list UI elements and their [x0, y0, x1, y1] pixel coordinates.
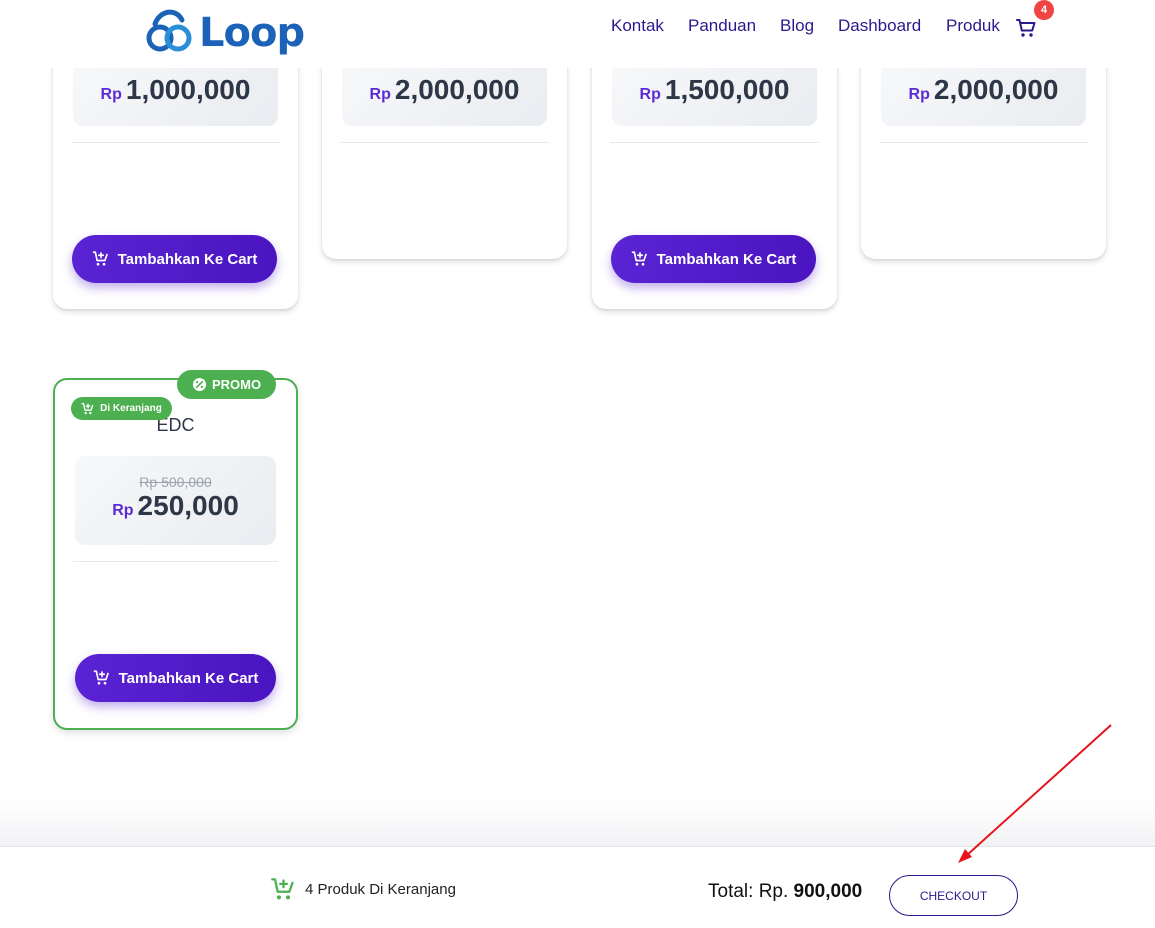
nav-panduan[interactable]: Panduan: [688, 16, 757, 35]
add-to-cart-button[interactable]: Tambahkan Ke Cart: [72, 235, 277, 283]
footer-shadow: [0, 800, 1155, 846]
price-value: 250,000: [137, 490, 239, 521]
add-to-cart-button[interactable]: Tambahkan Ke Cart: [611, 235, 816, 283]
price: Rp 250,000: [75, 490, 276, 522]
price: Rp 1,500,000: [612, 74, 817, 106]
price: Rp 1,000,000: [73, 74, 278, 106]
price: Rp 2,000,000: [342, 74, 547, 106]
currency-label: Rp: [639, 86, 661, 103]
loop-logo-mark: [146, 9, 192, 52]
product-name: EDC: [156, 415, 195, 435]
cart-summary: 4 Produk Di Keranjang: [270, 876, 456, 903]
nav-produk[interactable]: Produk: [946, 16, 1000, 35]
promo-label: PROMO: [211, 377, 262, 392]
price-value: 2,000,000: [933, 74, 1059, 105]
currency-label: Rp: [908, 86, 930, 103]
cart-footer-bar: 4 Produk Di Keranjang Total: Rp. 900,000…: [0, 846, 1155, 928]
total-value: 900,000: [793, 881, 863, 902]
promo-product-card: EDC Rp 500,000 Rp 250,000 Tambahkan Ke C…: [53, 378, 298, 730]
promo-badge: PROMO: [177, 370, 276, 399]
add-cart-icon: [92, 251, 108, 266]
currency-label: Rp: [112, 502, 134, 519]
product-card: Rp 1,500,000 Tambahkan Ke Cart: [592, 40, 837, 309]
divider: [340, 142, 549, 143]
cart-total: Total: Rp. 900,000: [708, 881, 862, 903]
checkout-button[interactable]: CHECKOUT: [889, 875, 1018, 916]
price: Rp 2,000,000: [881, 74, 1086, 106]
divider: [71, 142, 280, 143]
cart-icon: [81, 402, 94, 414]
price-value: 2,000,000: [394, 74, 520, 105]
cart-count-badge: 4: [1034, 0, 1054, 20]
in-cart-label: Di Keranjang: [100, 403, 162, 414]
add-to-cart-label: Tambahkan Ke Cart: [656, 250, 797, 268]
logo-text: Loop: [199, 10, 305, 56]
cart-icon: [1016, 19, 1036, 37]
price-box: Rp 500,000 Rp 250,000: [75, 456, 276, 545]
nav-blog[interactable]: Blog: [780, 16, 815, 35]
price-value: 1,500,000: [664, 74, 790, 105]
nav-dashboard[interactable]: Dashboard: [838, 16, 922, 35]
add-cart-icon: [631, 251, 647, 266]
add-cart-icon: [93, 670, 109, 685]
site-header: Loop Kontak Panduan Blog Dashboard Produ…: [0, 0, 1155, 68]
add-to-cart-label: Tambahkan Ke Cart: [118, 669, 259, 687]
price-box: Rp 2,000,000: [342, 58, 547, 126]
product-card: Rp 2,000,000: [861, 40, 1106, 259]
price-value: 1,000,000: [125, 74, 251, 105]
nav-kontak[interactable]: Kontak: [611, 16, 664, 35]
currency-label: Rp: [369, 86, 391, 103]
price-box: Rp 2,000,000: [881, 58, 1086, 126]
cart-icon: [271, 878, 294, 900]
divider: [73, 561, 278, 562]
price-box: Rp 1,000,000: [73, 58, 278, 126]
total-label: Total: Rp.: [708, 881, 789, 902]
divider: [610, 142, 819, 143]
in-cart-badge: Di Keranjang: [71, 397, 172, 420]
product-card: Rp 1,000,000 Tambahkan Ke Cart: [53, 40, 298, 309]
divider: [879, 142, 1088, 143]
currency-label: Rp: [100, 86, 122, 103]
price-box: Rp 1,500,000: [612, 58, 817, 126]
add-to-cart-label: Tambahkan Ke Cart: [117, 250, 258, 268]
product-card: Rp 2,000,000: [322, 40, 567, 259]
cart-summary-text: 4 Produk Di Keranjang: [305, 881, 456, 898]
loop-logo[interactable]: Loop: [146, 6, 305, 56]
header-cart-button[interactable]: [1014, 16, 1038, 40]
discount-icon: [192, 377, 206, 392]
add-to-cart-button[interactable]: Tambahkan Ke Cart: [75, 654, 276, 702]
old-price: Rp 500,000: [139, 474, 212, 490]
